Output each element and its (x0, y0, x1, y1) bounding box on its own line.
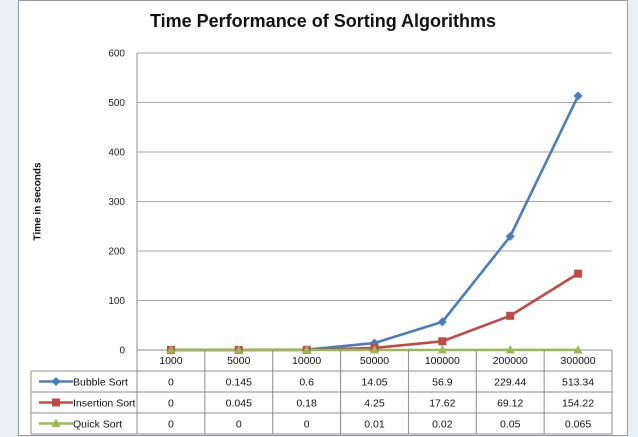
data-point (302, 345, 312, 354)
data-table-value: 0.6 (299, 377, 314, 389)
data-table-value: 17.62 (429, 398, 455, 410)
data-point (438, 337, 447, 346)
x-category-label: 100000 (425, 355, 460, 367)
data-table-value: 0.065 (565, 419, 591, 431)
data-point (505, 231, 515, 241)
legend-key-marker (51, 418, 61, 427)
y-tick-label: 0 (119, 346, 125, 357)
y-tick-label: 100 (108, 296, 125, 307)
data-table-value: 0 (304, 419, 310, 431)
data-table-value: 4.25 (364, 398, 385, 410)
data-point (437, 317, 447, 327)
chart-title: Time Performance of Sorting Algorithms (149, 11, 497, 31)
data-point (437, 344, 447, 354)
data-table-value: 0 (168, 377, 174, 389)
y-tick-label: 300 (108, 197, 125, 208)
data-table-value: 0.05 (500, 419, 521, 431)
legend-series-name: Bubble Sort (73, 377, 128, 389)
data-point (505, 344, 515, 354)
y-tick-label: 600 (108, 49, 125, 60)
x-category-label: 200000 (493, 355, 528, 367)
data-table-value: 0.145 (226, 377, 252, 389)
legend-series-name: Insertion Sort (73, 398, 136, 410)
x-category-label: 50000 (360, 355, 389, 367)
data-table-value: 513.34 (562, 377, 594, 389)
x-category-label: 1000 (159, 355, 183, 367)
data-point (573, 91, 583, 101)
chart-frame: Time Performance of Sorting Algorithms T… (18, 0, 628, 436)
data-table-value: 0.18 (296, 398, 317, 410)
data-point (573, 344, 583, 354)
line-chart: 0 100 200 300 400 500 600 1000 5000 10000 50000 100… (30, 49, 613, 435)
data-table-value: 69.12 (497, 398, 523, 410)
data-point (234, 345, 244, 354)
data-table-value: 0.045 (226, 398, 252, 410)
x-category-label: 10000 (292, 355, 321, 367)
data-table-value: 56.9 (432, 377, 453, 389)
legend-key-marker (51, 377, 61, 386)
data-point (370, 344, 379, 354)
data-point (574, 269, 583, 278)
data-table-value: 229.44 (494, 377, 526, 389)
data-table-value: 0.02 (432, 419, 453, 431)
data-table-value: 14.05 (361, 377, 387, 389)
data-table-value: 0 (168, 419, 174, 431)
y-tick-label: 400 (108, 148, 125, 159)
legend-series-name: Quick Sort (73, 419, 122, 431)
data-point (166, 345, 176, 354)
x-category-label: 300000 (561, 355, 596, 367)
data-table-value: 0.01 (364, 419, 385, 431)
y-tick-label: 500 (108, 98, 125, 109)
data-table-value: 0 (236, 419, 242, 431)
legend-key-marker (52, 398, 60, 407)
y-tick-label: 200 (108, 247, 125, 258)
data-table-value: 0 (168, 398, 174, 410)
data-table-value: 154.22 (562, 398, 594, 410)
data-point (506, 311, 515, 320)
x-category-label: 5000 (227, 355, 251, 367)
